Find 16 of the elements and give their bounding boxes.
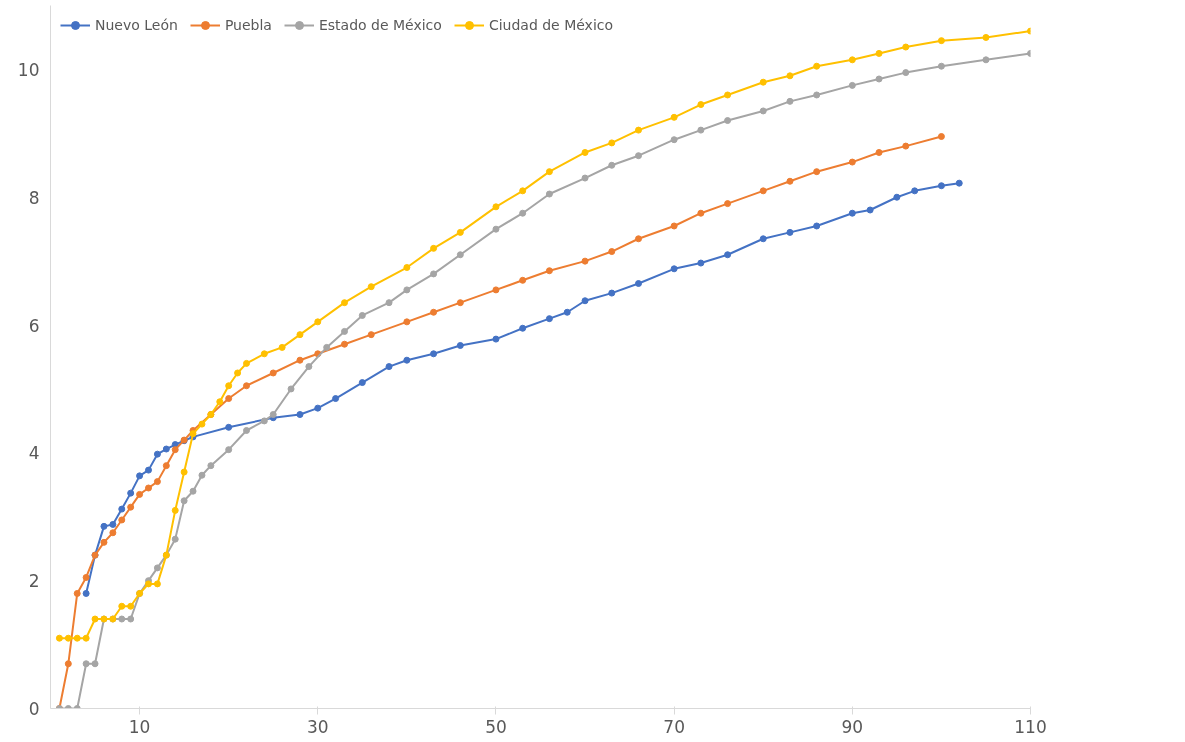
y-tick-label: 6: [28, 315, 40, 336]
legend-label: Estado de México: [318, 17, 442, 33]
legend-label: Nuevo León: [95, 17, 178, 33]
y-tick-label: 4: [28, 443, 40, 464]
x-tick-label: 10: [128, 716, 151, 737]
x-tick-label: 70: [663, 716, 685, 737]
y-tick-label: 0: [28, 699, 40, 719]
y-tick-label: 10: [17, 59, 40, 80]
legend-label: Puebla: [224, 17, 272, 33]
y-tick-label: 2: [28, 571, 40, 592]
legend-label: Ciudad de México: [488, 17, 614, 33]
y-tick-label: 8: [28, 187, 40, 208]
x-tick-label: 90: [841, 716, 864, 737]
x-tick-label: 110: [1014, 716, 1047, 737]
x-tick-label: 50: [485, 716, 507, 737]
x-tick-label: 30: [306, 716, 329, 737]
